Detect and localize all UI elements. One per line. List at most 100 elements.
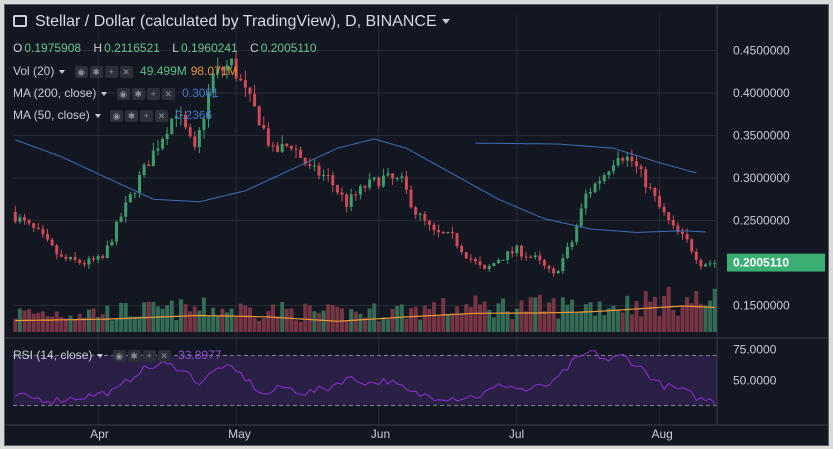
candle-body (299, 149, 303, 158)
add-icon[interactable]: + (104, 65, 118, 78)
volume-bar (321, 310, 326, 332)
candle-body (87, 258, 91, 265)
candle-body (110, 241, 114, 246)
eye-icon[interactable]: ◉ (112, 349, 126, 362)
close-icon[interactable]: ✕ (161, 87, 175, 100)
candle-body (602, 175, 606, 182)
volume-bar (533, 297, 538, 332)
ma50-line (15, 138, 706, 233)
chevron-down-icon[interactable] (97, 353, 104, 358)
volume-bar (376, 321, 381, 332)
ohlc-high-key: H (93, 41, 103, 55)
volume-bar (399, 304, 404, 332)
candle-body (257, 106, 261, 126)
time-tick-label: May (228, 427, 251, 441)
candle-body (335, 185, 339, 193)
add-icon[interactable]: + (140, 109, 154, 122)
candle-body (280, 143, 284, 152)
candle-body (276, 145, 280, 152)
volume-bar (528, 297, 533, 332)
candle-body (671, 219, 675, 226)
settings-icon[interactable]: ✱ (131, 87, 145, 100)
price-tick-label: 0.3500000 (733, 129, 790, 143)
chevron-down-icon[interactable] (101, 91, 108, 96)
candle-body (372, 177, 376, 180)
candle-body (46, 234, 50, 240)
volume-bar (418, 319, 423, 332)
candle-body (644, 169, 648, 188)
chevron-down-icon[interactable] (59, 69, 66, 74)
chart-canvas[interactable]: 0.4500000 0.4000000 0.3500000 0.3000000 0.25… (5, 5, 828, 445)
rsi-value: 33.8977 (178, 348, 222, 362)
ma200-legend[interactable]: MA (200, close) ◉ ✱ + ✕ 0.3061 (13, 86, 219, 100)
ma50-legend[interactable]: MA (50, close) ◉ ✱ + ✕ 0.2366 (13, 108, 212, 122)
candle-body (78, 259, 82, 263)
volume-bar (206, 315, 211, 332)
rsi-legend[interactable]: RSI (14, close) ◉ ✱ + ✕ 33.8977 (13, 348, 221, 362)
candle-body (13, 211, 17, 222)
candle-body (395, 178, 399, 180)
volume-bar (13, 318, 18, 332)
volume-bar (367, 308, 372, 332)
candle-body (151, 150, 155, 167)
candle-body (326, 175, 330, 177)
candle-body (202, 119, 206, 130)
chart-window: 0.4500000 0.4000000 0.3500000 0.3000000 0.25… (4, 4, 829, 446)
volume-bar (390, 308, 395, 332)
volume-bar (73, 319, 78, 332)
candle-body (207, 92, 211, 120)
candle-body (510, 251, 514, 254)
settings-icon[interactable]: ✱ (127, 349, 141, 362)
volume-bar (680, 306, 685, 332)
candle-body (634, 161, 638, 167)
eye-icon[interactable]: ◉ (110, 109, 124, 122)
settings-icon[interactable]: ✱ (125, 109, 139, 122)
candle-body (243, 80, 247, 88)
candle-body (239, 78, 243, 81)
candle-body (50, 239, 54, 246)
volume-bar (289, 308, 294, 332)
volume-ma-line (15, 305, 715, 322)
add-icon[interactable]: + (142, 349, 156, 362)
candle-body (515, 245, 519, 254)
volume-bar (694, 290, 699, 332)
volume-bar (155, 306, 160, 332)
volume-bar (708, 300, 713, 332)
ohlc-open-key: O (13, 41, 23, 55)
volume-bar (671, 309, 676, 332)
volume-bar (160, 308, 165, 332)
volume-bar (491, 317, 496, 332)
chevron-down-icon[interactable] (441, 19, 450, 25)
candle-body (156, 148, 160, 151)
price-tick-label: 0.1500000 (733, 299, 790, 313)
chevron-down-icon[interactable] (94, 113, 101, 118)
candle-body (561, 258, 565, 272)
candle-body (312, 165, 316, 167)
settings-icon[interactable]: ✱ (89, 65, 103, 78)
candle-body (570, 242, 574, 247)
time-tick-label: Jun (371, 427, 390, 441)
rsi-tick-label: 50.0000 (733, 374, 777, 388)
close-icon[interactable]: ✕ (119, 65, 133, 78)
candle-body (496, 260, 500, 264)
candle-body (55, 245, 59, 255)
volume-bar (188, 311, 193, 332)
candle-body (170, 118, 174, 134)
candle-body (441, 232, 445, 234)
close-icon[interactable]: ✕ (157, 349, 171, 362)
chart-title-row[interactable]: Stellar / Dollar (calculated by TradingV… (13, 13, 450, 31)
close-icon[interactable]: ✕ (155, 109, 169, 122)
candle-body (197, 129, 201, 148)
eye-icon[interactable]: ◉ (116, 87, 130, 100)
candle-body (653, 188, 657, 197)
volume-bar (556, 318, 561, 332)
add-icon[interactable]: + (146, 87, 160, 100)
candle-body (533, 255, 537, 257)
candle-body (506, 251, 510, 260)
eye-icon[interactable]: ◉ (74, 65, 88, 78)
volume-legend[interactable]: Vol (20) ◉ ✱ + ✕ 49.499M 98.071M (13, 64, 237, 78)
volume-bar (616, 309, 621, 332)
volume-bar (588, 302, 593, 332)
volume-bar (648, 301, 653, 332)
volume-bar (344, 320, 349, 332)
